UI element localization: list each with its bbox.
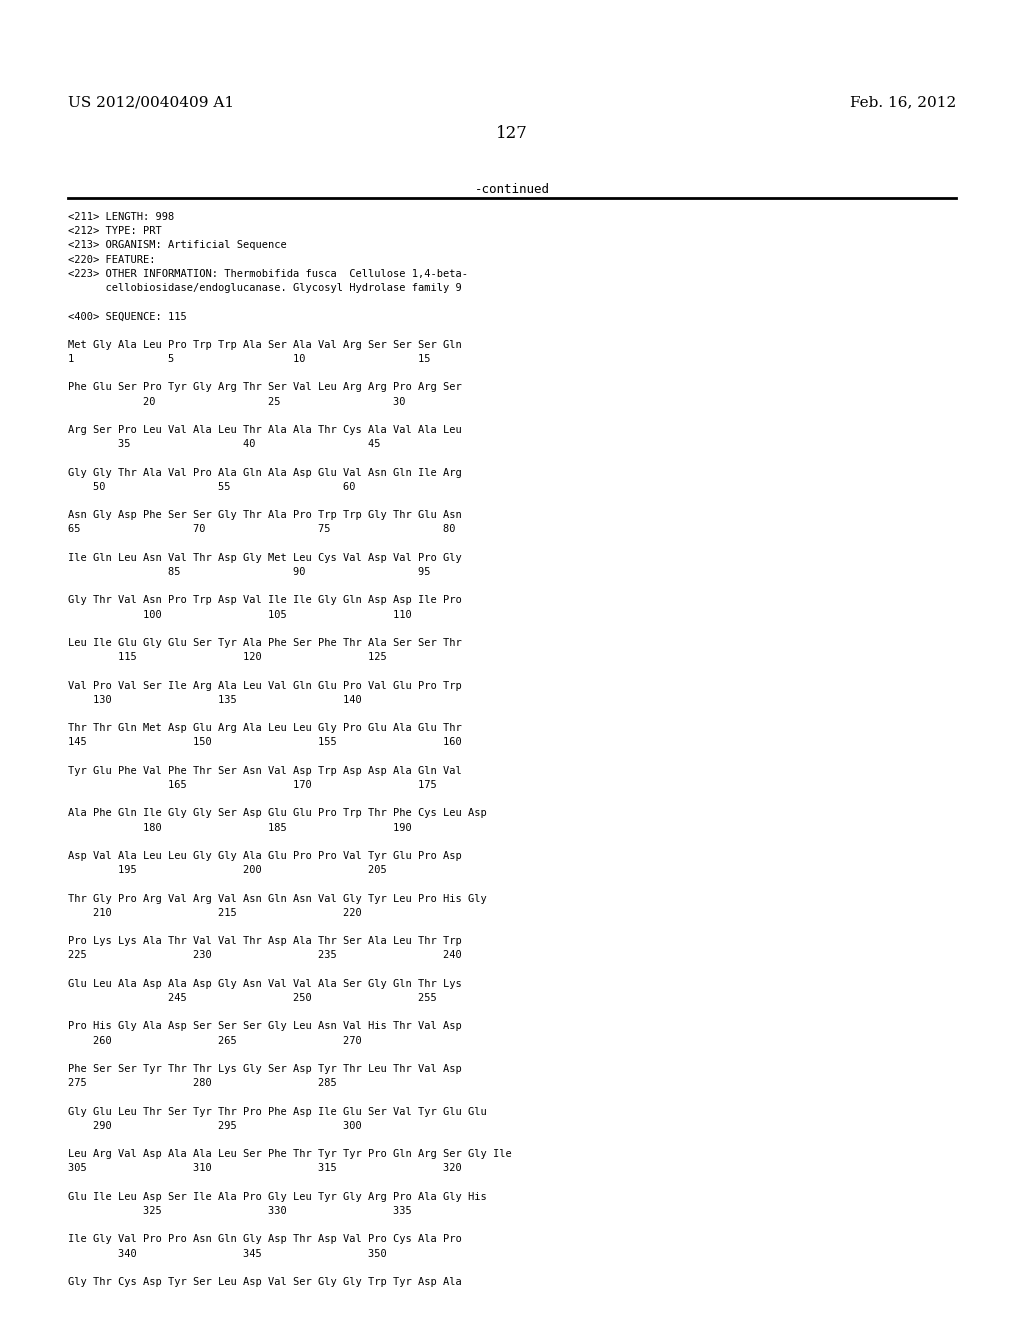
Text: Glu Ile Leu Asp Ser Ile Ala Pro Gly Leu Tyr Gly Arg Pro Ala Gly His: Glu Ile Leu Asp Ser Ile Ala Pro Gly Leu … [68,1192,486,1201]
Text: 35                  40                  45: 35 40 45 [68,440,381,449]
Text: 85                  90                  95: 85 90 95 [68,568,430,577]
Text: cellobiosidase/endoglucanase. Glycosyl Hydrolase family 9: cellobiosidase/endoglucanase. Glycosyl H… [68,282,462,293]
Text: Ala Phe Gln Ile Gly Gly Ser Asp Glu Glu Pro Trp Thr Phe Cys Leu Asp: Ala Phe Gln Ile Gly Gly Ser Asp Glu Glu … [68,808,486,818]
Text: 325                 330                 335: 325 330 335 [68,1206,412,1216]
Text: Leu Arg Val Asp Ala Ala Leu Ser Phe Thr Tyr Tyr Pro Gln Arg Ser Gly Ile: Leu Arg Val Asp Ala Ala Leu Ser Phe Thr … [68,1150,512,1159]
Text: 305                 310                 315                 320: 305 310 315 320 [68,1163,462,1173]
Text: 225                 230                 235                 240: 225 230 235 240 [68,950,462,961]
Text: Thr Thr Gln Met Asp Glu Arg Ala Leu Leu Gly Pro Glu Ala Glu Thr: Thr Thr Gln Met Asp Glu Arg Ala Leu Leu … [68,723,462,733]
Text: US 2012/0040409 A1: US 2012/0040409 A1 [68,95,234,110]
Text: Phe Ser Ser Tyr Thr Thr Lys Gly Ser Asp Tyr Thr Leu Thr Val Asp: Phe Ser Ser Tyr Thr Thr Lys Gly Ser Asp … [68,1064,462,1074]
Text: 145                 150                 155                 160: 145 150 155 160 [68,738,462,747]
Text: 115                 120                 125: 115 120 125 [68,652,387,663]
Text: Val Pro Val Ser Ile Arg Ala Leu Val Gln Glu Pro Val Glu Pro Trp: Val Pro Val Ser Ile Arg Ala Leu Val Gln … [68,681,462,690]
Text: 50                  55                  60: 50 55 60 [68,482,355,492]
Text: <400> SEQUENCE: 115: <400> SEQUENCE: 115 [68,312,186,321]
Text: Glu Leu Ala Asp Ala Asp Gly Asn Val Val Ala Ser Gly Gln Thr Lys: Glu Leu Ala Asp Ala Asp Gly Asn Val Val … [68,979,462,989]
Text: Phe Glu Ser Pro Tyr Gly Arg Thr Ser Val Leu Arg Arg Pro Arg Ser: Phe Glu Ser Pro Tyr Gly Arg Thr Ser Val … [68,383,462,392]
Text: <220> FEATURE:: <220> FEATURE: [68,255,156,264]
Text: <211> LENGTH: 998: <211> LENGTH: 998 [68,213,174,222]
Text: 340                 345                 350: 340 345 350 [68,1249,387,1258]
Text: Feb. 16, 2012: Feb. 16, 2012 [850,95,956,110]
Text: <223> OTHER INFORMATION: Thermobifida fusca  Cellulose 1,4-beta-: <223> OTHER INFORMATION: Thermobifida fu… [68,269,468,279]
Text: 165                 170                 175: 165 170 175 [68,780,437,789]
Text: Leu Ile Glu Gly Glu Ser Tyr Ala Phe Ser Phe Thr Ala Ser Ser Thr: Leu Ile Glu Gly Glu Ser Tyr Ala Phe Ser … [68,638,462,648]
Text: 245                 250                 255: 245 250 255 [68,993,437,1003]
Text: Asn Gly Asp Phe Ser Ser Gly Thr Ala Pro Trp Trp Gly Thr Glu Asn: Asn Gly Asp Phe Ser Ser Gly Thr Ala Pro … [68,511,462,520]
Text: <212> TYPE: PRT: <212> TYPE: PRT [68,226,162,236]
Text: Ile Gln Leu Asn Val Thr Asp Gly Met Leu Cys Val Asp Val Pro Gly: Ile Gln Leu Asn Val Thr Asp Gly Met Leu … [68,553,462,562]
Text: Asp Val Ala Leu Leu Gly Gly Ala Glu Pro Pro Val Tyr Glu Pro Asp: Asp Val Ala Leu Leu Gly Gly Ala Glu Pro … [68,851,462,861]
Text: Pro His Gly Ala Asp Ser Ser Ser Gly Leu Asn Val His Thr Val Asp: Pro His Gly Ala Asp Ser Ser Ser Gly Leu … [68,1022,462,1031]
Text: Gly Thr Val Asn Pro Trp Asp Val Ile Ile Gly Gln Asp Asp Ile Pro: Gly Thr Val Asn Pro Trp Asp Val Ile Ile … [68,595,462,606]
Text: -continued: -continued [474,183,550,195]
Text: Gly Thr Cys Asp Tyr Ser Leu Asp Val Ser Gly Gly Trp Tyr Asp Ala: Gly Thr Cys Asp Tyr Ser Leu Asp Val Ser … [68,1276,462,1287]
Text: Tyr Glu Phe Val Phe Thr Ser Asn Val Asp Trp Asp Asp Ala Gln Val: Tyr Glu Phe Val Phe Thr Ser Asn Val Asp … [68,766,462,776]
Text: 290                 295                 300: 290 295 300 [68,1121,361,1131]
Text: 195                 200                 205: 195 200 205 [68,865,387,875]
Text: 20                  25                  30: 20 25 30 [68,396,406,407]
Text: 1               5                   10                  15: 1 5 10 15 [68,354,430,364]
Text: 260                 265                 270: 260 265 270 [68,1036,361,1045]
Text: Thr Gly Pro Arg Val Arg Val Asn Gln Asn Val Gly Tyr Leu Pro His Gly: Thr Gly Pro Arg Val Arg Val Asn Gln Asn … [68,894,486,904]
Text: 210                 215                 220: 210 215 220 [68,908,361,917]
Text: 180                 185                 190: 180 185 190 [68,822,412,833]
Text: Gly Gly Thr Ala Val Pro Ala Gln Ala Asp Glu Val Asn Gln Ile Arg: Gly Gly Thr Ala Val Pro Ala Gln Ala Asp … [68,467,462,478]
Text: 100                 105                 110: 100 105 110 [68,610,412,619]
Text: Ile Gly Val Pro Pro Asn Gln Gly Asp Thr Asp Val Pro Cys Ala Pro: Ile Gly Val Pro Pro Asn Gln Gly Asp Thr … [68,1234,462,1245]
Text: 130                 135                 140: 130 135 140 [68,694,361,705]
Text: Met Gly Ala Leu Pro Trp Trp Ala Ser Ala Val Arg Ser Ser Ser Gln: Met Gly Ala Leu Pro Trp Trp Ala Ser Ala … [68,339,462,350]
Text: <213> ORGANISM: Artificial Sequence: <213> ORGANISM: Artificial Sequence [68,240,287,251]
Text: 275                 280                 285: 275 280 285 [68,1078,337,1088]
Text: Gly Glu Leu Thr Ser Tyr Thr Pro Phe Asp Ile Glu Ser Val Tyr Glu Glu: Gly Glu Leu Thr Ser Tyr Thr Pro Phe Asp … [68,1106,486,1117]
Text: Pro Lys Lys Ala Thr Val Val Thr Asp Ala Thr Ser Ala Leu Thr Trp: Pro Lys Lys Ala Thr Val Val Thr Asp Ala … [68,936,462,946]
Text: 65                  70                  75                  80: 65 70 75 80 [68,524,456,535]
Text: 127: 127 [496,125,528,143]
Text: Arg Ser Pro Leu Val Ala Leu Thr Ala Ala Thr Cys Ala Val Ala Leu: Arg Ser Pro Leu Val Ala Leu Thr Ala Ala … [68,425,462,436]
